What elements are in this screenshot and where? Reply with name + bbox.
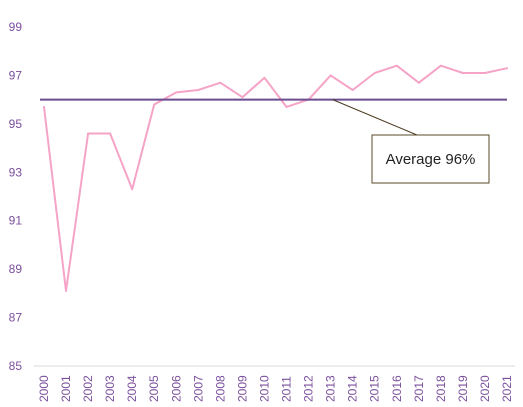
- y-tick-label: 97: [9, 68, 23, 82]
- data-point: [109, 132, 112, 135]
- y-tick-label: 87: [9, 311, 23, 325]
- average-callout-label: Average 96%: [386, 151, 476, 168]
- x-tick-label: 2004: [125, 375, 139, 402]
- data-point: [417, 81, 420, 84]
- x-tick-label: 2019: [456, 375, 470, 402]
- x-axis-ticks: 2000 2001 2002 2003 2004 2005 2006 2007 2008 2009…: [37, 375, 514, 402]
- x-tick-label: 2007: [191, 375, 205, 402]
- x-tick-label: 2003: [103, 375, 117, 402]
- data-point: [43, 105, 45, 108]
- data-point: [506, 67, 508, 70]
- data-point: [483, 72, 486, 75]
- x-tick-label: 2011: [280, 376, 294, 402]
- x-tick-label: 2000: [37, 375, 51, 402]
- x-tick-label: 2016: [390, 375, 404, 402]
- data-point: [197, 88, 200, 91]
- y-axis-ticks: 85 87 89 91 93 95 97 99: [9, 20, 23, 373]
- data-point: [153, 103, 156, 106]
- series-line: [43, 64, 508, 292]
- y-tick-label: 95: [9, 117, 23, 131]
- x-tick-label: 2008: [213, 375, 227, 402]
- x-tick-label: 2015: [368, 375, 382, 402]
- data-point: [65, 289, 68, 292]
- y-tick-label: 93: [9, 165, 23, 179]
- data-point: [351, 88, 354, 91]
- x-tick-label: 2013: [324, 375, 338, 402]
- data-point: [329, 74, 332, 77]
- y-tick-label: 89: [9, 262, 23, 276]
- data-point: [373, 72, 376, 75]
- y-tick-label: 91: [9, 214, 23, 228]
- x-tick-label: 2005: [147, 375, 161, 402]
- x-tick-label: 2006: [169, 375, 183, 402]
- x-tick-label: 2018: [434, 375, 448, 402]
- data-point: [241, 96, 244, 99]
- x-tick-label: 2017: [412, 375, 426, 402]
- x-tick-label: 2010: [257, 375, 271, 402]
- data-point: [263, 76, 266, 79]
- data-point: [219, 81, 222, 84]
- data-point: [131, 188, 134, 191]
- x-tick-label: 2014: [346, 375, 360, 402]
- x-tick-label: 2001: [59, 375, 73, 402]
- data-point: [175, 91, 178, 94]
- x-tick-label: 2002: [81, 375, 95, 402]
- y-tick-label: 99: [9, 20, 23, 34]
- data-point: [439, 64, 442, 67]
- data-point: [461, 72, 464, 75]
- callout-leader-line: [332, 99, 418, 136]
- data-point: [395, 64, 398, 67]
- x-tick-label: 2012: [302, 375, 316, 402]
- data-point: [87, 132, 90, 135]
- x-tick-label: 2009: [235, 375, 249, 402]
- average-callout-box: [371, 134, 490, 184]
- data-point: [285, 105, 288, 108]
- x-tick-label: 2021: [500, 375, 514, 402]
- x-tick-label: 2020: [478, 375, 492, 402]
- y-tick-label: 85: [9, 359, 23, 373]
